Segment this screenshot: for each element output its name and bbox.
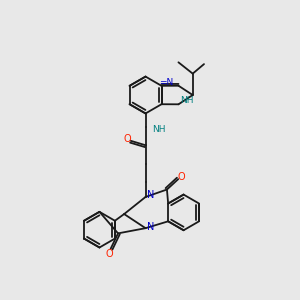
- Text: O: O: [178, 172, 186, 182]
- Text: O: O: [123, 134, 131, 144]
- Text: N: N: [147, 222, 154, 232]
- Text: =N: =N: [159, 78, 173, 87]
- Text: N: N: [147, 190, 154, 200]
- Text: O: O: [105, 249, 113, 259]
- Text: NH: NH: [152, 125, 166, 134]
- Text: NH: NH: [180, 96, 194, 105]
